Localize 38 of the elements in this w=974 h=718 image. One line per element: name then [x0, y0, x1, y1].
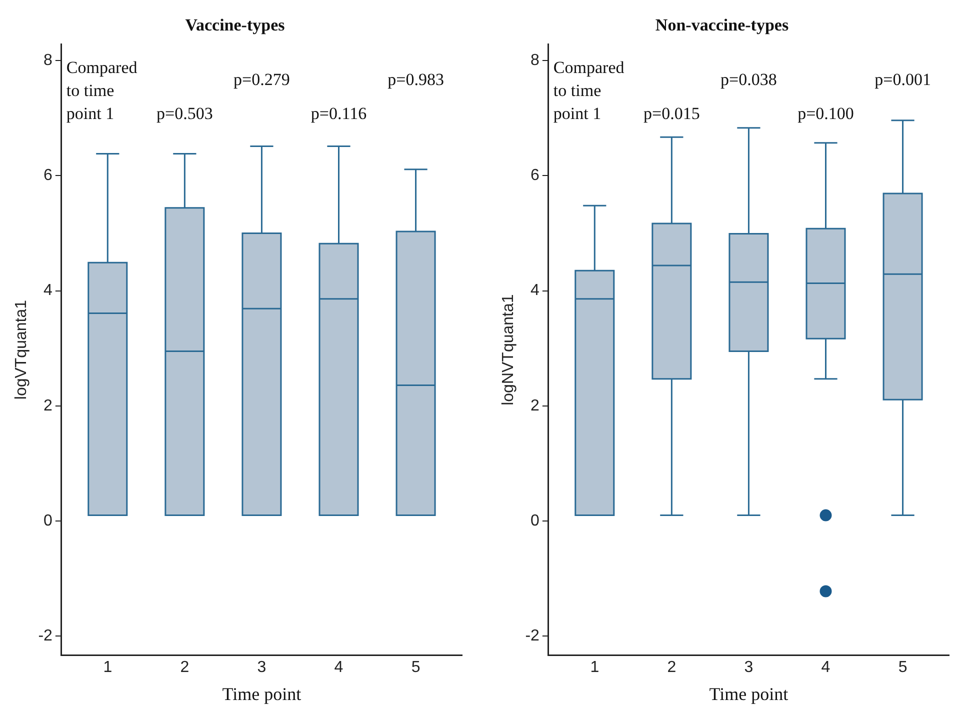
- annotation: Compared to time point 1: [66, 58, 138, 123]
- y-tick-label: -2: [525, 628, 540, 645]
- x-tick-label: 1: [103, 659, 112, 676]
- x-tick-label: 2: [180, 659, 190, 676]
- y-tick-label: 0: [530, 512, 540, 530]
- y-tick-label: 2: [44, 397, 53, 414]
- annotation: p=0.503: [156, 104, 213, 123]
- x-tick-label: 2: [667, 659, 676, 676]
- y-tick-label: 2: [530, 397, 540, 414]
- y-tick-label: 6: [44, 167, 53, 184]
- annotation: p=0.983: [388, 70, 444, 89]
- x-tick-label: 3: [744, 659, 754, 676]
- x-tick-label: 3: [257, 659, 266, 676]
- x-tick-label: 5: [898, 659, 908, 676]
- x-tick-label: 5: [411, 659, 420, 676]
- annotation: Compared to time point 1: [553, 58, 625, 123]
- x-axis-title: Time point: [222, 684, 302, 704]
- annotation: p=0.279: [234, 70, 290, 89]
- x-tick-label: 1: [590, 659, 600, 676]
- chart-title: Non-vaccine-types: [655, 16, 789, 35]
- x-tick-label: 4: [334, 659, 344, 676]
- annotation: p=0.116: [310, 104, 367, 123]
- y-axis-title: logNVTquanta1: [500, 294, 518, 406]
- annotation: p=0.038: [720, 70, 777, 89]
- y-tick-label: 0: [44, 512, 53, 530]
- x-axis-title: Time point: [709, 684, 788, 704]
- chart-title: Vaccine-types: [185, 16, 286, 35]
- annotation: p=0.001: [874, 70, 931, 89]
- y-tick-label: 8: [530, 52, 540, 69]
- y-tick-label: 8: [44, 52, 53, 69]
- annotation: p=0.015: [644, 104, 700, 123]
- y-tick-label: 4: [44, 282, 53, 300]
- x-tick-label: 4: [821, 659, 830, 676]
- y-axis-title: logVTquanta1: [13, 300, 30, 400]
- y-tick-label: 4: [530, 282, 540, 300]
- y-tick-label: -2: [38, 628, 53, 645]
- annotation: p=0.100: [798, 104, 854, 123]
- y-tick-label: 6: [530, 167, 540, 184]
